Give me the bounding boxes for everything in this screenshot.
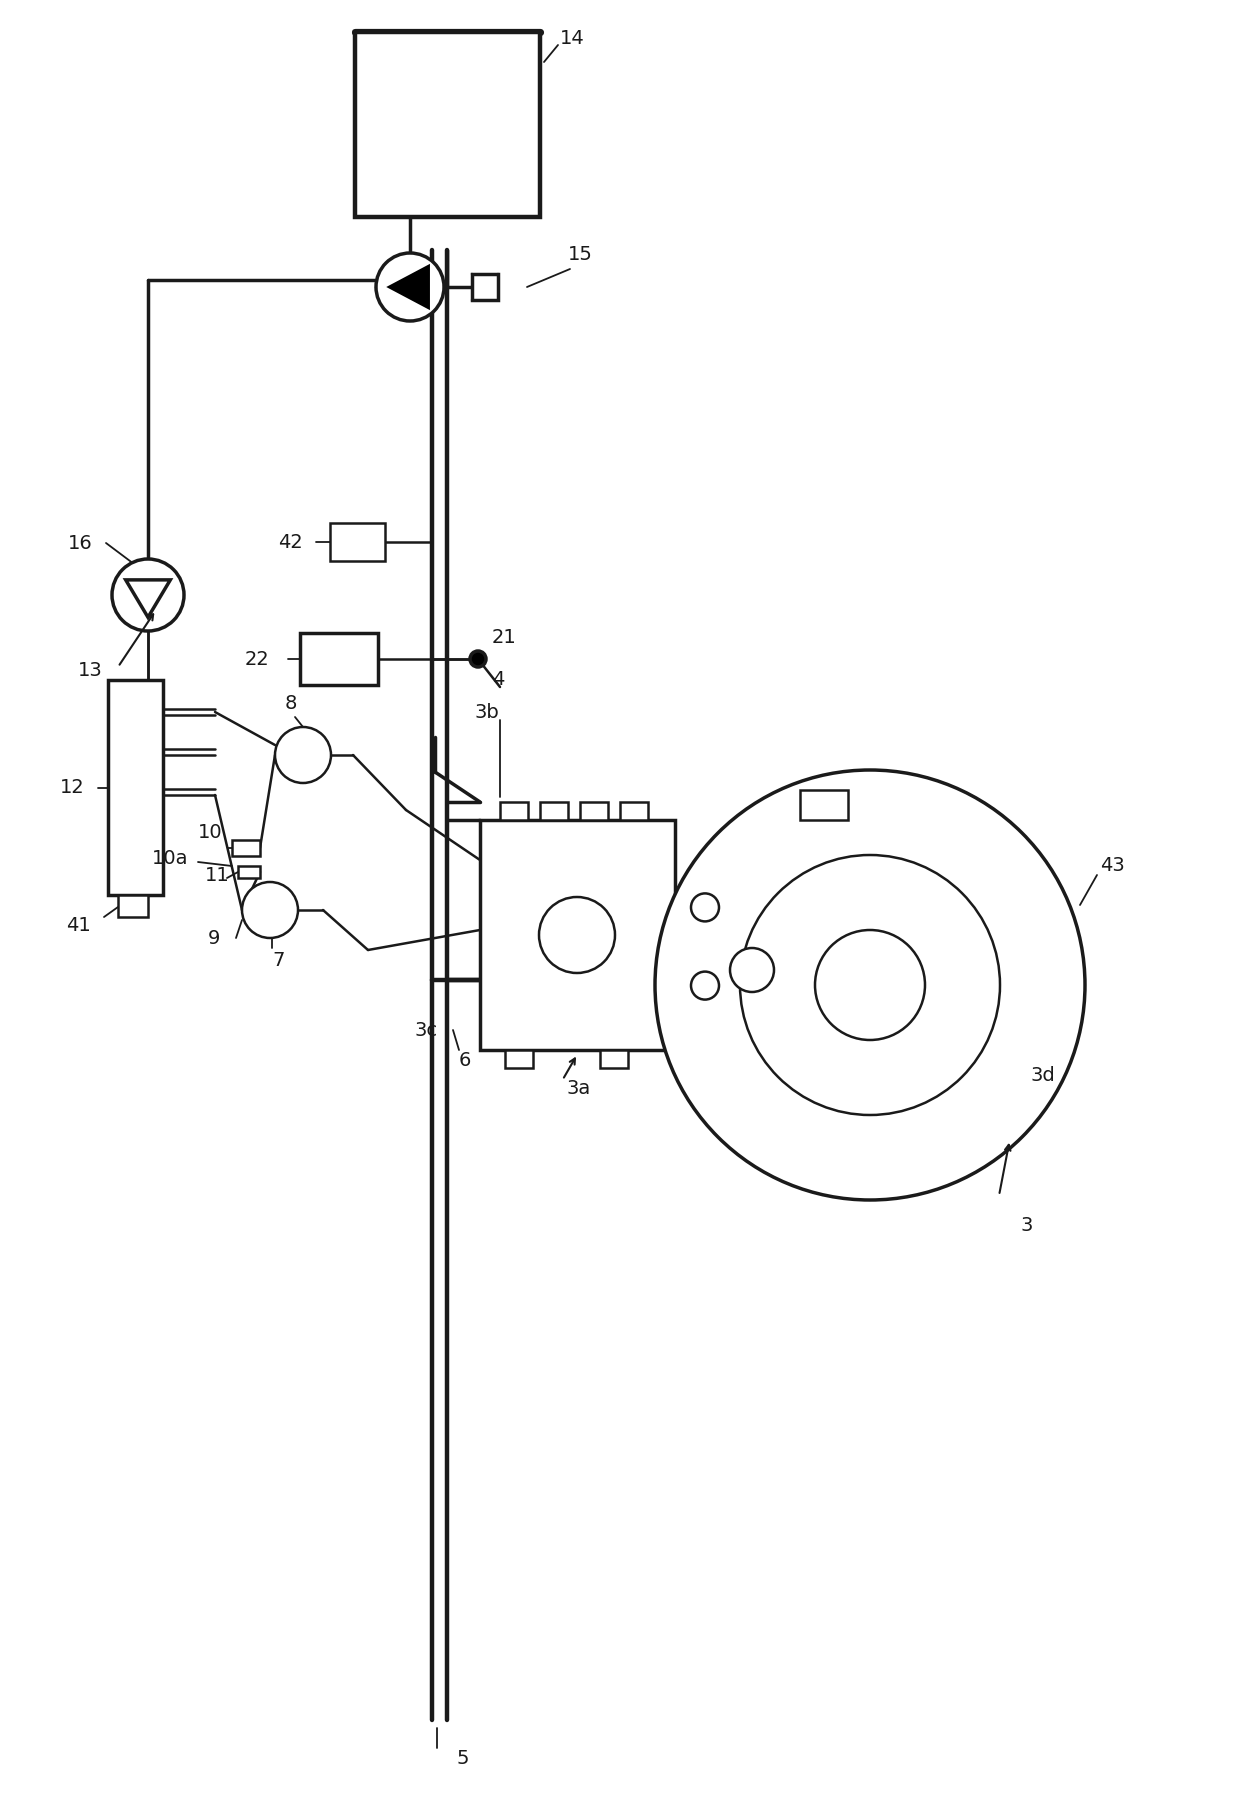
Text: 7: 7 [272, 950, 284, 970]
Text: 9: 9 [208, 929, 221, 947]
Text: 10: 10 [198, 822, 223, 842]
Bar [472, 273, 498, 300]
Text: 10a: 10a [153, 849, 188, 867]
Circle shape [275, 728, 331, 784]
Text: 3d: 3d [1030, 1066, 1055, 1084]
Bar [600, 1050, 627, 1068]
Bar [118, 894, 148, 918]
Circle shape [655, 769, 1085, 1200]
Polygon shape [389, 266, 429, 308]
Text: 3b: 3b [475, 702, 500, 722]
Bar [505, 1050, 533, 1068]
Text: 8: 8 [285, 693, 298, 713]
Circle shape [815, 930, 925, 1041]
Text: 14: 14 [560, 29, 585, 47]
Text: 22: 22 [246, 650, 270, 668]
Polygon shape [125, 579, 170, 617]
Circle shape [539, 898, 615, 974]
Text: 15: 15 [568, 246, 593, 264]
Text: 13: 13 [78, 661, 103, 679]
Circle shape [691, 972, 719, 999]
Bar [108, 681, 162, 894]
Circle shape [470, 652, 486, 668]
Text: 5: 5 [458, 1748, 470, 1768]
Bar [480, 820, 675, 1050]
Text: 42: 42 [278, 532, 303, 552]
Text: 3a: 3a [567, 1079, 591, 1097]
Bar [539, 802, 568, 820]
Text: 3: 3 [1021, 1216, 1033, 1234]
Bar [232, 840, 260, 856]
Text: 41: 41 [66, 916, 91, 934]
Bar [500, 802, 528, 820]
Text: 4: 4 [492, 670, 505, 688]
Text: 43: 43 [1100, 856, 1125, 874]
Text: 3c: 3c [415, 1021, 438, 1039]
Bar [300, 634, 378, 684]
Text: 21: 21 [492, 628, 517, 646]
Circle shape [242, 881, 298, 938]
Circle shape [691, 894, 719, 921]
Text: 16: 16 [68, 534, 93, 552]
Circle shape [740, 854, 999, 1115]
Text: 12: 12 [60, 778, 84, 796]
Bar [620, 802, 649, 820]
Bar [800, 789, 848, 820]
Bar [580, 802, 608, 820]
Bar [355, 33, 539, 217]
Circle shape [376, 253, 444, 320]
Text: 6: 6 [459, 1050, 471, 1070]
Circle shape [730, 948, 774, 992]
Text: 11: 11 [205, 865, 229, 885]
Bar [238, 865, 260, 878]
Bar [330, 523, 384, 561]
Circle shape [112, 559, 184, 632]
